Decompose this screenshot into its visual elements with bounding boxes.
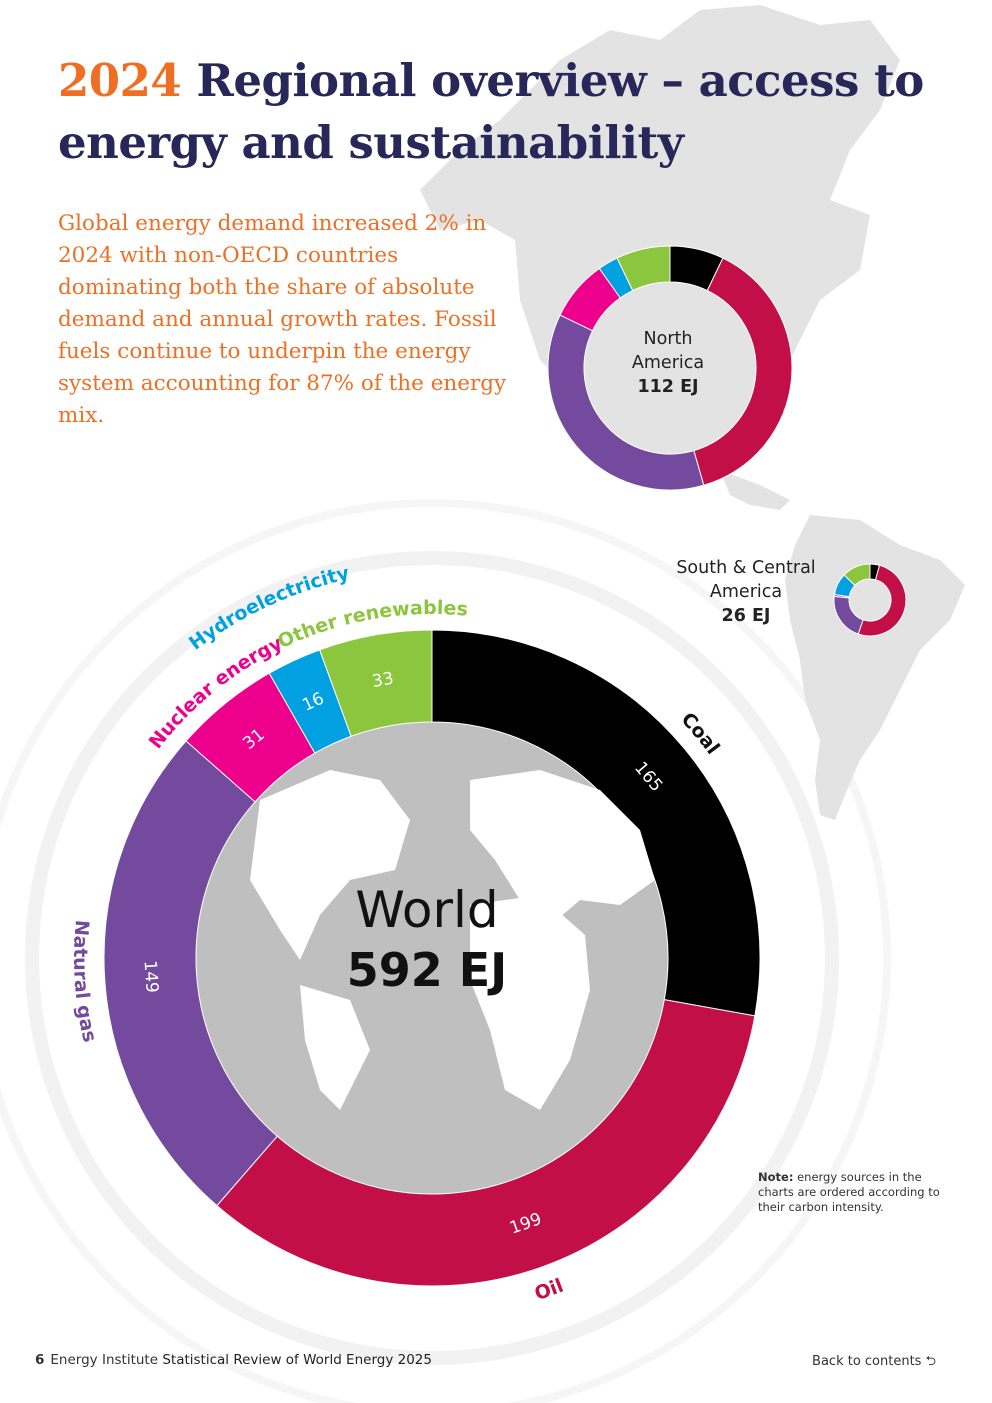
north-america-label: North America 112 EJ xyxy=(600,327,736,399)
footer-org: Energy Institute xyxy=(50,1352,163,1368)
north-america-name-line2: America xyxy=(631,353,705,373)
south-central-america-center xyxy=(849,579,891,621)
north-america-center xyxy=(584,282,756,454)
world-segment-oil xyxy=(216,999,756,1287)
south-central-america-label: South & Central America 26 EJ xyxy=(664,556,828,628)
world-segment-other-renewables xyxy=(318,629,433,737)
world-value-label-natural-gas: 149 xyxy=(140,960,162,994)
world-segment-coal xyxy=(431,629,761,1017)
world-center-label: World 592 EJ xyxy=(297,880,557,1000)
north-america-total: 112 EJ xyxy=(637,377,699,397)
world-segment-natural-gas xyxy=(103,740,278,1207)
intro-paragraph: Global energy demand increased 2% in 202… xyxy=(58,211,507,428)
world-globe-continents xyxy=(250,770,655,1110)
page-number: 6 xyxy=(35,1352,45,1368)
south-central-america-name-line1: South & Central xyxy=(676,558,816,578)
footer: 6 Energy Institute Statistical Review of … xyxy=(35,1352,432,1368)
world-total: 592 EJ xyxy=(346,943,508,997)
south-central-america-total: 26 EJ xyxy=(721,606,771,626)
south-central-america-segment-oil xyxy=(857,564,907,637)
north-america-name-line1: North xyxy=(643,329,693,349)
title-text: Regional overview – access to energy and… xyxy=(58,54,924,169)
note-label: Note: xyxy=(758,1170,794,1184)
south-central-america-name-line2: America xyxy=(709,582,783,602)
north-america-segment-other-renewables xyxy=(616,245,671,292)
south-central-america-donut xyxy=(833,563,907,637)
north-america-segment-natural-gas xyxy=(547,314,705,491)
north-america-segment-oil xyxy=(693,257,793,486)
world-category-label-natural-gas: Natural gas xyxy=(69,919,101,1044)
south-america-map xyxy=(785,515,965,820)
footer-publication-title: Statistical Review of World Energy 2025 xyxy=(162,1352,432,1368)
chart-note: Note: energy sources in the charts are o… xyxy=(758,1170,948,1215)
south-central-america-segment-other-renewables xyxy=(843,563,871,587)
world-name: World xyxy=(355,881,499,939)
page-title: 2024 Regional overview – access to energ… xyxy=(58,50,958,174)
note-text: energy sources in the charts are ordered… xyxy=(758,1170,940,1214)
world-value-label-other-renewables: 33 xyxy=(371,669,396,692)
north-america-donut xyxy=(547,245,793,491)
title-year: 2024 xyxy=(58,54,182,107)
back-to-contents-link[interactable]: Back to contents ⮌ xyxy=(812,1354,936,1369)
world-category-label-oil: Oil xyxy=(532,1275,567,1305)
